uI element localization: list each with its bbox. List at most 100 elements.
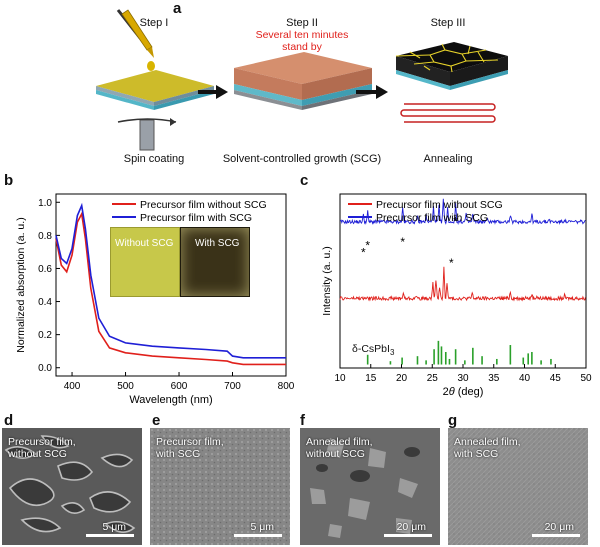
x-axis-label-c: 2θ (deg) <box>443 386 484 398</box>
legend-text-c-0: Precursor film without SCG <box>376 199 503 211</box>
ref-bar-c-9 <box>448 358 451 365</box>
ref-bar-c-13 <box>481 356 483 365</box>
panel-letter-f: f <box>300 412 305 429</box>
ref-bar-c-18 <box>531 351 533 365</box>
sem-d-line2: without SCG <box>8 448 67 460</box>
x-tick-label-b-3: 700 <box>224 381 241 392</box>
peak-asterisk-c-3: * <box>449 256 454 270</box>
xrd-chart: 10 15 20 25 30 35 40 45 50 2θ (deg) Intensity (a. … <box>321 193 592 398</box>
ref-bar-c-3 <box>416 356 419 365</box>
peak-asterisk-c-4: * <box>453 214 458 228</box>
x-tick-label-c-6: 40 <box>519 373 531 384</box>
ref-bar-c-19 <box>540 360 542 365</box>
arrow-right-icon-1 <box>198 85 228 99</box>
y-tick-label-b-0: 0.0 <box>38 363 52 374</box>
spin-coater-icon <box>96 70 214 151</box>
sem-e-line1: Precursor film, <box>156 436 224 448</box>
scale-text-f: 20 μm <box>396 521 426 533</box>
caption-spin-coating: Spin coating <box>123 153 185 165</box>
panel-letter-e: e <box>152 412 161 429</box>
ref-pattern-label: δ-CsPbI3 <box>352 343 394 357</box>
x-label-c-theta: θ <box>449 386 455 398</box>
step2-note-line1: Several ten minutes <box>255 29 349 41</box>
sem-image-e: Precursor film, with SCG 5 μm <box>150 428 290 545</box>
x-label-c-part1: 2 <box>443 386 449 398</box>
legend-text-b-0: Precursor film without SCG <box>140 199 267 211</box>
x-tick-label-c-4: 30 <box>457 373 469 384</box>
step2-label: Step II <box>286 17 318 29</box>
inset-photo-without-scg: Without SCG <box>110 227 180 297</box>
y-tick-label-b-5: 1.0 <box>38 198 52 209</box>
scale-bar-e <box>234 534 282 537</box>
y-tick-label-b-2: 0.4 <box>38 297 52 308</box>
ref-bar-c-1 <box>389 361 392 365</box>
peak-asterisk-c-0: * <box>361 246 366 260</box>
absorption-chart: 400 500 600 700 800 0.0 0.2 0.4 0.6 0.8 1.0 Wavelen… <box>15 193 295 406</box>
ref-bar-c-4 <box>425 360 427 365</box>
ref-bar-c-5 <box>433 349 435 365</box>
x-tick-label-c-0: 10 <box>334 373 346 384</box>
ref-bar-c-16 <box>522 357 525 365</box>
sem-image-f: Annealed film, without SCG 20 μm <box>300 428 440 545</box>
schematic-panel-a <box>96 9 508 151</box>
substrate-stack-2 <box>234 52 372 110</box>
inset-label-without: Without SCG <box>115 238 174 249</box>
x-tick-label-c-8: 50 <box>580 373 592 384</box>
ref-bar-c-12 <box>472 347 474 365</box>
ref-bar-c-17 <box>527 353 529 365</box>
peak-asterisk-c-1: * <box>365 239 370 253</box>
sem-d-line1: Precursor film, <box>8 436 76 448</box>
caption-scg: Solvent-controlled growth (SCG) <box>222 153 382 165</box>
dropper-icon <box>116 9 155 71</box>
scale-text-e: 5 μm <box>250 521 274 533</box>
step1-label: Step I <box>139 17 169 29</box>
sem-d-label: Precursor film, without SCG <box>8 436 76 460</box>
ref-bar-c-11 <box>464 360 466 365</box>
y-tick-label-b-1: 0.2 <box>38 330 52 341</box>
series-line-c-1 <box>339 198 586 226</box>
ref-bar-c-15 <box>509 345 512 365</box>
panel-letter-g: g <box>448 412 458 429</box>
x-tick-label-c-2: 20 <box>396 373 408 384</box>
arrow-right-icon-2 <box>356 85 388 99</box>
ref-label-subscript: 3 <box>389 348 395 358</box>
sem-e-line2: with SCG <box>156 448 201 460</box>
series-line-c-0 <box>339 266 586 302</box>
scale-text-g: 20 μm <box>544 521 574 533</box>
y-tick-label-b-4: 0.8 <box>38 231 52 242</box>
series-line-b-0 <box>55 211 286 366</box>
scale-text-d: 5 μm <box>102 521 126 533</box>
panel-letter-d: d <box>4 412 14 429</box>
ref-bar-c-2 <box>401 357 403 365</box>
heating-coil-icon <box>400 103 496 123</box>
plot-frame-b <box>55 193 287 377</box>
sem-g-line1: Annealed film, <box>454 436 521 448</box>
ref-bar-c-14 <box>496 358 498 365</box>
x-tick-label-c-5: 35 <box>488 373 500 384</box>
ref-bar-c-8 <box>444 351 447 365</box>
x-tick-label-b-1: 500 <box>117 381 134 392</box>
panel-letter-a: a <box>173 0 182 17</box>
caption-annealing: Annealing <box>423 153 473 165</box>
x-label-c-part2: (deg) <box>455 386 484 398</box>
ref-bar-c-6 <box>437 340 440 365</box>
legend-text-c-1: Precursor film with SCG <box>376 212 488 224</box>
sem-image-d: Precursor film, without SCG 5 μm <box>2 428 142 545</box>
annealed-film-stack <box>395 42 508 90</box>
sem-f-line1: Annealed film, <box>306 436 373 448</box>
ref-label-text: δ-CsPbI <box>352 343 390 355</box>
sem-g-line2: with SCG <box>454 448 499 460</box>
x-tick-label-c-1: 15 <box>365 373 377 384</box>
scale-bar-d <box>86 534 134 537</box>
ref-bar-c-0 <box>366 354 369 365</box>
panel-letter-c: c <box>300 172 309 189</box>
sem-f-line2: without SCG <box>306 448 365 460</box>
ref-bar-c-10 <box>454 349 457 365</box>
inset-label-with: With SCG <box>195 238 240 249</box>
scale-bar-f <box>384 534 432 537</box>
x-tick-label-b-0: 400 <box>64 381 81 392</box>
sem-g-label: Annealed film, with SCG <box>454 436 521 460</box>
sem-f-label: Annealed film, without SCG <box>306 436 373 460</box>
y-axis-label-c: Intensity (a. u.) <box>321 246 333 315</box>
sem-e-label: Precursor film, with SCG <box>156 436 224 460</box>
